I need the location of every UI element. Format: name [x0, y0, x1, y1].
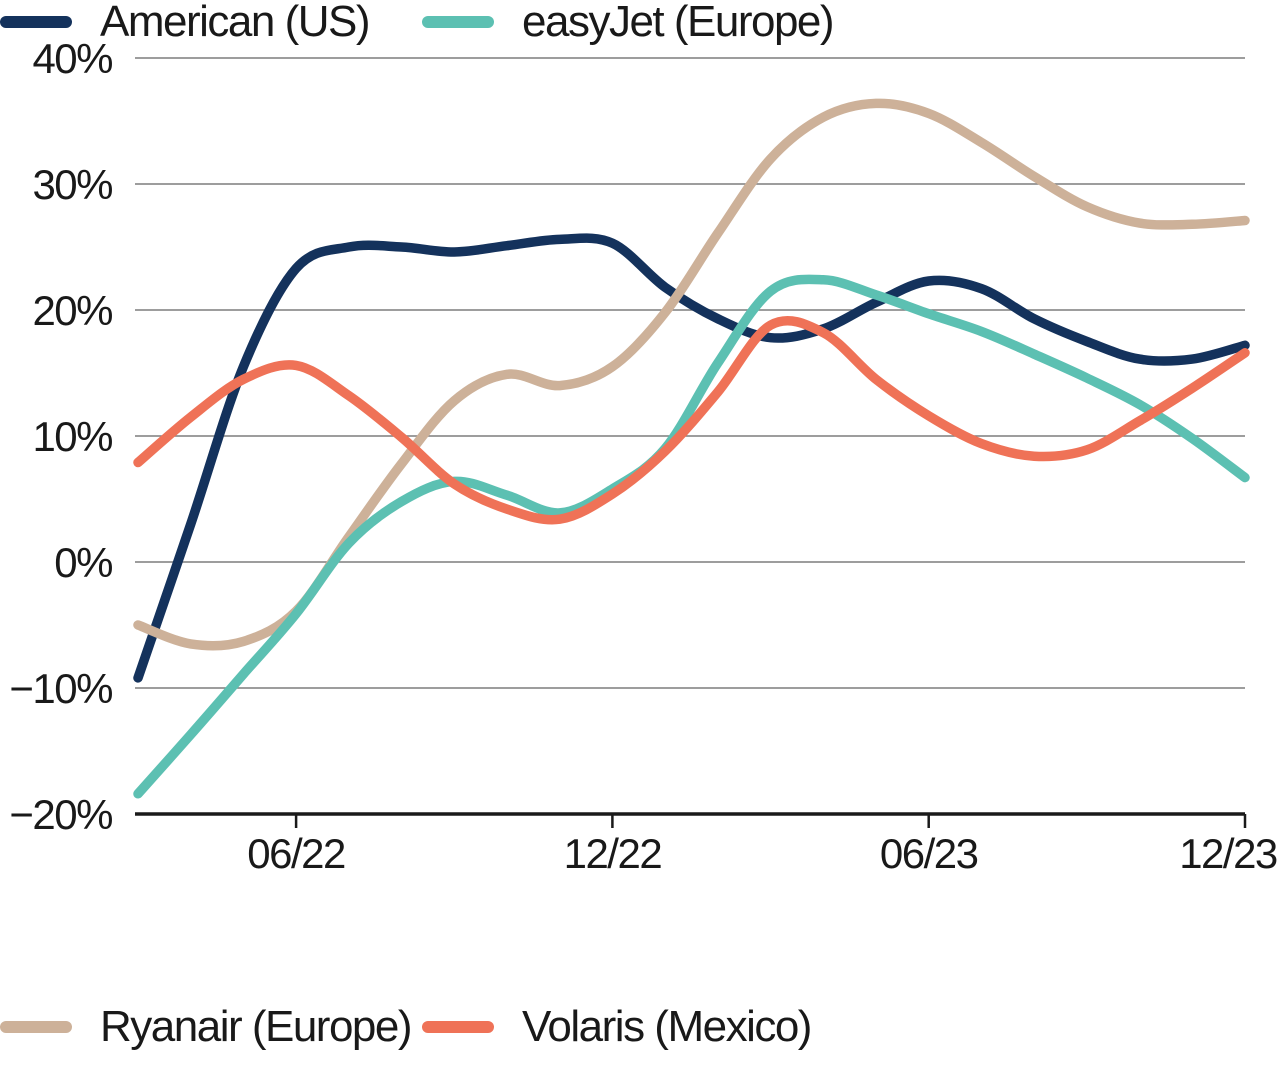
- legend-swatch-ryanair-europe: [0, 1021, 72, 1033]
- series-line-american-us: [133, 233, 1250, 683]
- y-tick-label-30: 30%: [32, 161, 112, 208]
- legend-label-volaris-mexico: Volaris (Mexico): [522, 1002, 812, 1051]
- legend-swatch-volaris-mexico: [422, 1021, 494, 1033]
- y-tick-label-20: 20%: [32, 287, 112, 334]
- y-tick-label-0: 0%: [54, 539, 112, 586]
- x-tick-label-12-23: 12/23: [1179, 830, 1277, 877]
- x-tick-label-12-22: 12/22: [564, 830, 662, 877]
- legend-item-ryanair-europe: Ryanair (Europe): [0, 1002, 413, 1051]
- chart-svg: 40% 30% 20% 10% 0% −10% −20% 06/22 12/22 06/23 12/…: [9, 35, 1278, 877]
- series-line-easyjet-europe: [133, 274, 1250, 799]
- legend-label-ryanair-europe: Ryanair (Europe): [100, 1002, 413, 1051]
- x-tick-label-06-22: 06/22: [247, 830, 345, 877]
- y-tick-label-10: 10%: [32, 413, 112, 460]
- legend-item-volaris-mexico: Volaris (Mexico): [422, 1002, 812, 1051]
- x-tick-label-06-23: 06/23: [880, 830, 978, 877]
- y-tick-label--20: −20%: [9, 791, 112, 838]
- series-line-volaris-mexico: [133, 316, 1250, 525]
- y-tick-label-40: 40%: [32, 35, 112, 82]
- y-tick-label--10: −10%: [9, 665, 112, 712]
